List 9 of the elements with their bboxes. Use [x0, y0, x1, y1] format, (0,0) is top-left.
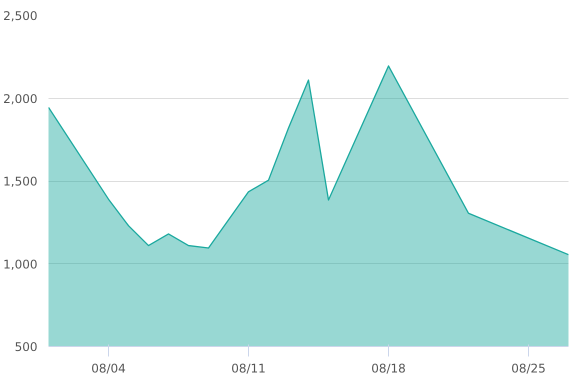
y-tick-label: 1,500: [3, 174, 38, 188]
x-tick-label: 08/04: [91, 362, 126, 376]
y-tick-label: 1,000: [3, 257, 38, 272]
x-tick-label: 08/11: [231, 362, 266, 376]
y-tick-label: 2,500: [3, 9, 38, 23]
y-tick-label: 2,000: [3, 92, 38, 106]
y-tick-label: 500: [14, 340, 38, 354]
x-tick-label: 08/18: [371, 362, 406, 376]
x-tick-label: 08/25: [511, 362, 546, 376]
